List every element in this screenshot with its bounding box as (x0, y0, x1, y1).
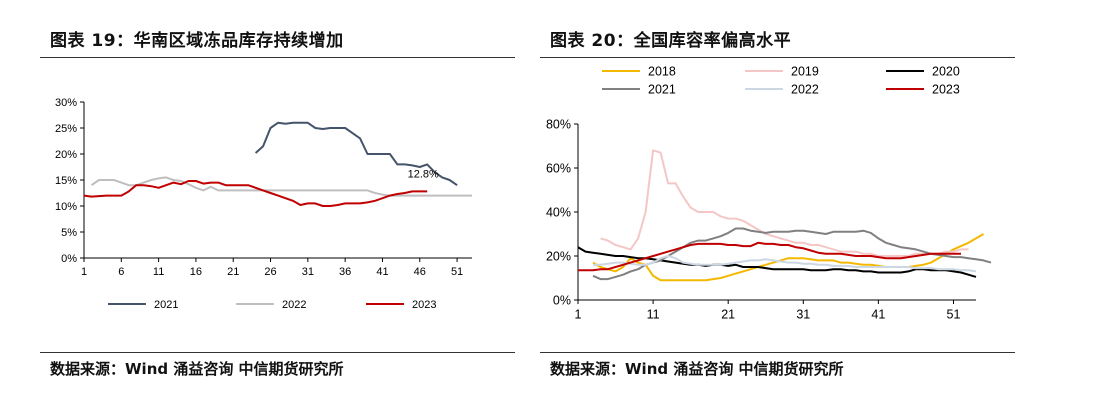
x-tick-label: 21 (721, 308, 735, 322)
y-tick-label: 30% (55, 97, 77, 109)
y-tick-label: 15% (55, 175, 77, 187)
chart-title: 图表 19：华南区域冻品库存持续增加 (50, 31, 344, 51)
x-tick-label: 1 (575, 308, 582, 322)
source-divider (540, 352, 1015, 353)
x-tick-label: 11 (153, 266, 164, 278)
panel-figure-20: 图表 20：全国库容率偏高水平 0% 20% 40% 60% 80% 1 11 21 31 41 5… (540, 0, 1040, 411)
y-tick-label: 25% (55, 123, 77, 135)
x-tick-label: 51 (947, 308, 961, 322)
y-tick-label: 80% (546, 117, 571, 131)
legend-label-2019: 2019 (791, 65, 819, 79)
x-tick-label: 16 (190, 266, 202, 278)
source-divider (40, 352, 515, 353)
panel-figure-19: 图表 19：华南区域冻品库存持续增加 0% 5% 10% 15% 20% 25% 30% 1 6… (40, 0, 540, 411)
x-tick-label: 6 (118, 266, 124, 278)
y-tick-label: 10% (55, 201, 77, 213)
x-tick-label: 41 (376, 266, 388, 278)
source-note: 数据来源：Wind 涌益咨询 中信期货研究所 (50, 360, 344, 378)
y-tick-label: 40% (546, 205, 571, 219)
series-line-2018 (592, 233, 985, 282)
legend-label-2021: 2021 (648, 83, 676, 97)
y-tick-label: 5% (61, 227, 77, 239)
title-divider (40, 57, 515, 58)
series-line-2019 (600, 149, 969, 257)
legend-label-2022: 2022 (791, 83, 819, 97)
x-tick-label: 1 (81, 266, 87, 278)
series-line-2022 (593, 255, 977, 273)
y-tick-label: 60% (546, 161, 571, 175)
legend-label-2023: 2023 (412, 299, 436, 311)
x-tick-label: 21 (227, 266, 239, 278)
series-line-2023 (83, 180, 428, 207)
series-line-2022 (90, 176, 472, 197)
x-tick-label: 51 (451, 266, 463, 278)
legend-label-2023: 2023 (932, 83, 960, 97)
x-tick-label: 36 (339, 266, 351, 278)
series-line-2021 (254, 121, 458, 187)
title-divider (540, 57, 1015, 58)
legend-label-2018: 2018 (648, 65, 676, 79)
y-tick-label: 0% (553, 293, 571, 307)
series-line-2023 (578, 241, 961, 272)
annotation-label: 12.8% (408, 168, 439, 180)
y-tick-label: 20% (546, 249, 571, 263)
x-tick-label: 31 (796, 308, 810, 322)
legend-label-2020: 2020 (932, 65, 960, 79)
x-tick-label: 31 (302, 266, 314, 278)
series-line-2021 (592, 227, 992, 281)
x-tick-label: 26 (264, 266, 276, 278)
y-tick-label: 0% (61, 253, 77, 265)
x-tick-label: 11 (647, 308, 660, 322)
x-tick-label: 41 (871, 308, 885, 322)
source-note: 数据来源：Wind 涌益咨询 中信期货研究所 (550, 360, 844, 378)
chart-huanan-frozen-stock: 0%5%10%15%20%25%30%1 6 11 16 21 26 31 36 41 46 511… (55, 97, 472, 311)
x-tick-label: 46 (414, 266, 426, 278)
y-tick-label: 20% (55, 149, 77, 161)
legend-label-2021: 2021 (154, 299, 178, 311)
chart-title: 图表 20：全国库容率偏高水平 (550, 31, 792, 51)
legend-label-2022: 2022 (282, 299, 306, 311)
